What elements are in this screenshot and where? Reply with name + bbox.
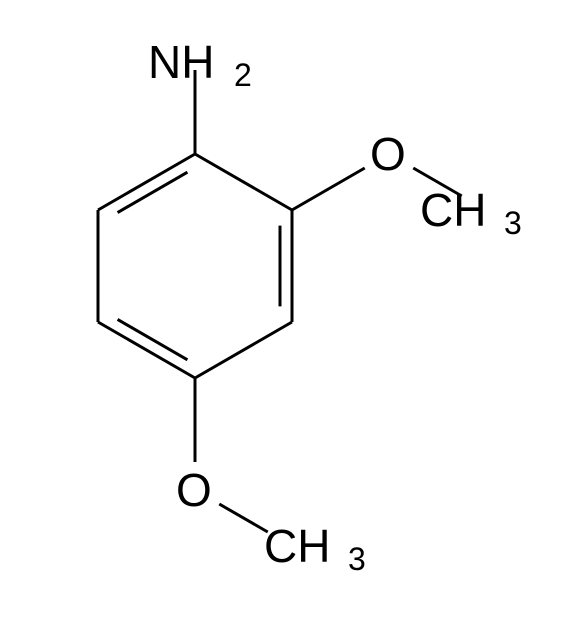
atom-label-o2: O: [176, 464, 212, 516]
atom-label-c7: CH: [420, 184, 486, 236]
atom-sub-c7: 3: [504, 205, 522, 241]
atom-label-c8: CH: [264, 520, 330, 572]
atom-label-n: NH: [148, 36, 214, 88]
atom-label-o1: O: [370, 128, 406, 180]
label-layer: NH 2 O CH 3 O CH 3: [148, 36, 522, 577]
atom-sub-n: 2: [234, 57, 252, 93]
atom-sub-c8: 3: [348, 541, 366, 577]
molecule-diagram: NH 2 O CH 3 O CH 3: [0, 0, 574, 640]
bond-layer: [98, 70, 462, 532]
